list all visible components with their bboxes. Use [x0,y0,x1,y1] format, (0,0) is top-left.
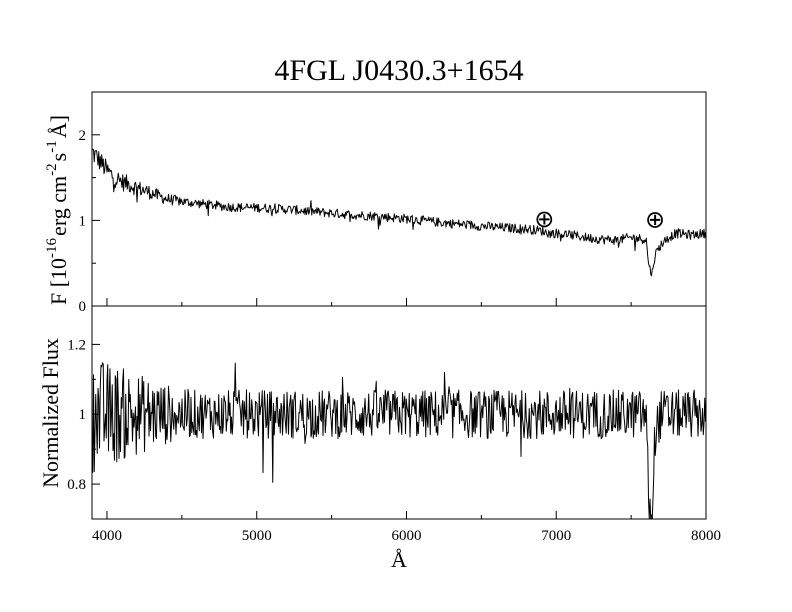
flux-y-tick-label: 1 [79,213,87,229]
x-tick-label: 5000 [242,528,272,544]
x-tick-label: 8000 [691,528,721,544]
flux-y-axis-label: F [10-16erg cm-2s-1Å] [44,115,71,305]
flux-y-tick-label: 0 [79,299,87,315]
flux-panel: 012 ⊕ ⊕ F [10-16erg cm-2s-1Å] [44,91,707,315]
x-tick-label: 6000 [391,528,421,544]
flux-y-tick-label: 2 [79,128,87,144]
normalized-y-tick-label: 0.8 [67,477,86,493]
earth-telluric-icon: ⊕ [534,205,554,233]
normalized-y-tick-label: 1 [79,407,87,423]
earth-telluric-icon: ⊕ [645,206,665,234]
x-ticks: 4000 5000 6000 7000 8000 [92,298,721,544]
x-tick-label: 7000 [541,528,571,544]
normalized-panel-frame [91,305,707,520]
normalized-panel: 0.8 1 1.2 4000 5000 6000 7000 8000 Normalized … [38,298,721,572]
normalized-y-ticks: 0.8 1 1.2 [67,337,100,493]
normalized-spectrum-line [91,362,706,520]
flux-spectrum-line [91,148,706,277]
x-axis-label: Å [391,547,407,572]
normalized-y-tick-label: 1.2 [67,337,86,353]
telluric-markers: ⊕ ⊕ [534,205,665,234]
x-tick-label: 4000 [92,528,122,544]
chart-title: 4FGL J0430.3+1654 [274,54,523,87]
normalized-y-axis-label: Normalized Flux [38,338,63,488]
